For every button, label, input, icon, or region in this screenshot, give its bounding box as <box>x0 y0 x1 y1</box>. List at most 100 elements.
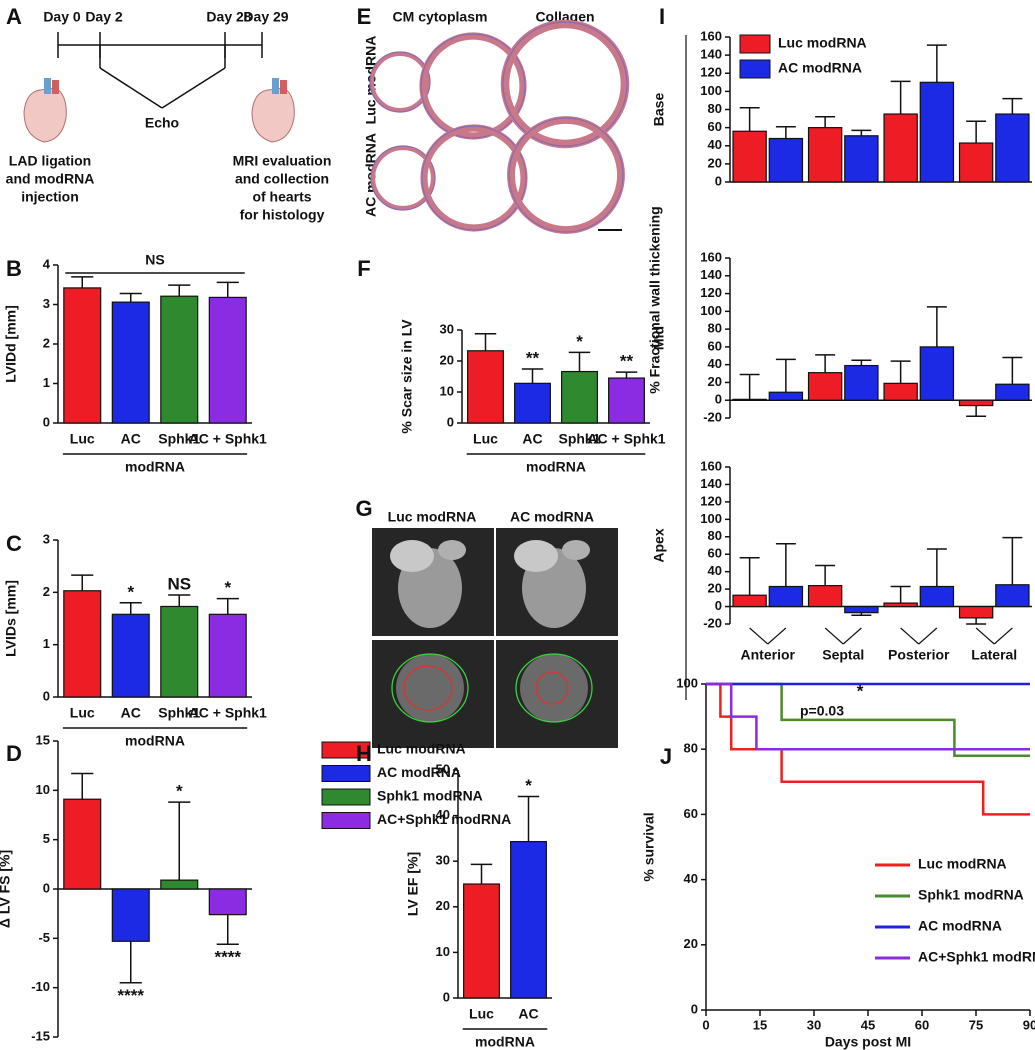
significance-label: ** <box>620 352 634 371</box>
tissue-section <box>507 116 625 234</box>
y-tick-label: 160 <box>700 458 722 473</box>
significance-label: * <box>176 782 183 801</box>
y-tick-label: 4 <box>43 256 51 271</box>
x-tick-label: AC + Sphk1 <box>189 705 267 721</box>
vessel-icon <box>272 78 279 94</box>
y-axis-label: LVIDs [mm] <box>3 580 19 657</box>
y-tick-label: 20 <box>708 581 722 596</box>
bar <box>63 287 102 424</box>
y-tick-label: 0 <box>715 392 722 407</box>
tissue-section <box>420 124 528 232</box>
x-tick-label: 15 <box>753 1017 767 1032</box>
y-tick-label: 2 <box>43 335 50 350</box>
x-tick-label: Posterior <box>888 647 950 663</box>
caption: injection <box>21 189 79 205</box>
panel-label: B <box>6 256 22 281</box>
legend-label: AC modRNA <box>918 918 1002 934</box>
tissue-section <box>370 145 436 211</box>
mri-structure <box>514 540 558 572</box>
panel-label: J <box>660 744 672 769</box>
legend-label: AC+Sphk1 modRNA <box>918 949 1035 965</box>
bar <box>111 613 150 698</box>
bar <box>844 364 879 401</box>
caption: of hearts <box>252 189 311 205</box>
y-tick-label: 140 <box>700 47 722 62</box>
x-tick-label: 75 <box>969 1017 983 1032</box>
bar <box>807 127 843 183</box>
y-tick-label: 60 <box>684 806 698 821</box>
echo-line <box>161 67 226 109</box>
stain-label: Collagen <box>535 9 594 25</box>
y-tick-label: 40 <box>684 871 698 886</box>
y-tick-label: 30 <box>436 853 450 868</box>
bar <box>768 585 804 608</box>
y-tick-label: 0 <box>715 173 722 188</box>
epicardial-contour <box>515 653 593 723</box>
panel-label: C <box>6 531 22 556</box>
y-axis-label: Δ LV FS [%] <box>0 850 13 928</box>
bar <box>995 383 1030 401</box>
bar <box>732 594 767 608</box>
y-tick-label: 0 <box>43 880 50 895</box>
bar <box>958 399 994 407</box>
significance-label: * <box>525 776 532 795</box>
x-tick-label: Luc <box>70 705 95 721</box>
bar <box>807 585 843 608</box>
y-tick-label: 0 <box>691 1001 698 1016</box>
y-tick-label: 60 <box>708 338 722 353</box>
legend-label: AC modRNA <box>778 60 862 76</box>
bar <box>63 590 102 698</box>
bar <box>844 605 879 614</box>
day-label: Day 0 <box>43 9 81 25</box>
y-tick-label: 15 <box>36 732 50 747</box>
group-label: modRNA <box>475 1034 535 1050</box>
y-tick-label: 60 <box>708 119 722 134</box>
legend-label: Luc modRNA <box>377 741 466 757</box>
y-tick-label: 40 <box>436 807 450 822</box>
y-tick-label: 140 <box>700 476 722 491</box>
group-label: modRNA <box>526 459 586 475</box>
y-tick-label: 160 <box>700 28 722 43</box>
tissue-edge <box>369 51 431 113</box>
bar <box>958 142 994 183</box>
y-tick-label: 20 <box>440 352 454 367</box>
y-tick-label: 80 <box>708 101 722 116</box>
x-tick-label: Sphk1 <box>558 431 600 447</box>
column-label: AC modRNA <box>510 509 594 525</box>
significance-label: * <box>127 582 134 601</box>
x-tick-label: AC + Sphk1 <box>587 431 665 447</box>
panel-label: H <box>356 741 372 766</box>
mri-structure <box>438 540 466 560</box>
x-tick-label: 0 <box>702 1017 709 1032</box>
epicardial-contour <box>391 653 469 723</box>
x-tick-label: Luc <box>473 431 498 447</box>
y-tick-label: 50 <box>436 761 450 776</box>
group-label: modRNA <box>125 459 185 475</box>
category-bracket <box>918 627 938 645</box>
mri-structure <box>520 654 588 722</box>
x-tick-label: Luc <box>469 1006 494 1022</box>
legend-label: AC modRNA <box>377 764 461 780</box>
bar <box>160 879 199 890</box>
vessel-icon <box>52 80 59 94</box>
group-label: modRNA <box>125 733 185 749</box>
x-axis-label: Days post MI <box>825 1034 911 1050</box>
mri-structure <box>396 654 464 722</box>
stain-label: CM cytoplasm <box>393 9 488 25</box>
x-tick-label: AC <box>121 705 141 721</box>
bar <box>463 883 500 999</box>
x-tick-label: 30 <box>807 1017 821 1032</box>
panel-label: E <box>357 4 372 29</box>
caption: and collection <box>235 171 329 187</box>
x-tick-label: Anterior <box>741 647 796 663</box>
y-axis-label: LVIDd [mm] <box>3 305 19 383</box>
bar <box>919 585 955 608</box>
vessel-icon <box>44 78 51 94</box>
bar <box>63 798 102 890</box>
y-tick-label: 160 <box>700 249 722 264</box>
bar <box>208 613 247 698</box>
y-tick-label: 10 <box>436 944 450 959</box>
bar <box>732 130 767 183</box>
significance-label: * <box>857 681 864 700</box>
